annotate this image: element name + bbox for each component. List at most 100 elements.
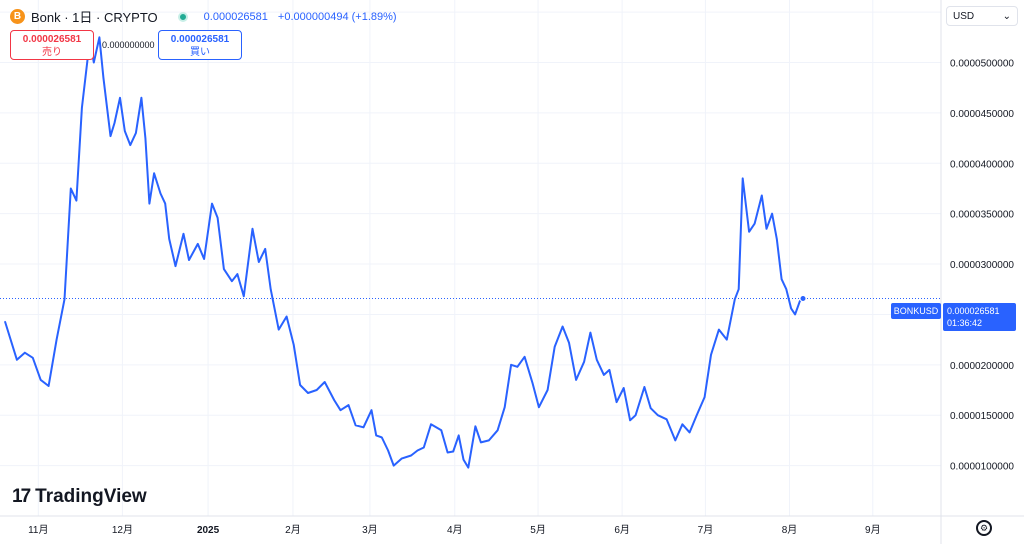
data-point <box>70 187 72 190</box>
data-point <box>197 243 199 245</box>
data-point <box>264 248 266 250</box>
price-label-countdown: 01:36:42 <box>947 318 983 328</box>
data-point <box>416 449 419 452</box>
data-point <box>370 409 373 411</box>
data-point <box>63 298 66 300</box>
x-tick-label: 8月 <box>782 524 798 536</box>
data-point <box>615 401 618 403</box>
data-point <box>710 354 712 356</box>
data-point <box>40 379 42 381</box>
tradingview-logo[interactable]: 17 TradingView <box>12 486 147 508</box>
symbol-header: B Bonk · 1日 · CRYPTO 0.000026581 +0.0000… <box>10 7 397 26</box>
x-tick-label: 5月 <box>530 524 546 536</box>
sell-button[interactable]: 0.000026581 売り <box>10 30 94 60</box>
data-point <box>182 233 185 235</box>
y-tick-label: 0.0000300000 <box>950 260 1014 271</box>
data-point <box>497 429 499 431</box>
data-point <box>333 399 335 401</box>
sell-price: 0.000026581 <box>22 34 82 45</box>
data-point <box>339 409 342 411</box>
data-point <box>135 132 137 134</box>
data-point <box>688 431 691 433</box>
data-point <box>16 359 18 361</box>
data-point <box>458 434 460 436</box>
data-point <box>523 356 526 358</box>
data-point <box>148 202 150 205</box>
y-tick-label: 0.0000150000 <box>950 411 1014 422</box>
data-point <box>24 352 26 354</box>
currency-select[interactable]: USD ⌄ <box>946 6 1018 26</box>
x-tick-label: 11月 <box>28 524 48 536</box>
data-point <box>113 122 116 124</box>
data-point <box>754 223 756 225</box>
y-tick-label: 0.0000500000 <box>950 58 1014 69</box>
bonk-coin-icon: B <box>10 9 25 24</box>
data-point <box>474 425 476 427</box>
data-point <box>794 313 796 316</box>
last-point-marker <box>799 295 807 303</box>
data-point <box>546 389 549 391</box>
tradingview-logo-icon: 17 <box>12 486 31 507</box>
settings-icon[interactable]: ⚙ <box>976 520 992 536</box>
x-tick-label: 2月 <box>285 524 301 536</box>
symbol-title[interactable]: Bonk · 1日 · CRYPTO <box>31 10 158 25</box>
buy-button[interactable]: 0.000026581 買い <box>158 30 242 60</box>
data-point <box>629 419 631 421</box>
data-point <box>674 439 676 442</box>
data-point <box>236 273 239 275</box>
x-tick-label: 2025 <box>197 525 220 536</box>
series-layer <box>0 36 941 469</box>
data-point <box>102 77 104 79</box>
currency-label: USD <box>953 11 975 22</box>
data-point <box>174 265 177 267</box>
x-tick-label: 12月 <box>112 524 133 536</box>
y-tick-label: 0.0000450000 <box>950 109 1014 120</box>
data-point <box>203 258 205 260</box>
data-point <box>144 137 147 139</box>
data-point <box>299 384 301 386</box>
data-point <box>681 423 684 425</box>
data-point <box>347 404 350 406</box>
data-point <box>538 406 540 408</box>
data-point <box>765 228 768 230</box>
data-point <box>608 369 611 371</box>
data-point <box>307 392 309 394</box>
data-point <box>153 172 155 174</box>
y-tick-label: 0.0000400000 <box>950 159 1014 170</box>
price-label-price: 0.000026581 <box>947 306 1000 316</box>
data-point <box>48 385 50 387</box>
data-point <box>362 426 365 428</box>
data-point <box>401 457 403 460</box>
price-change: +0.000000494 (+1.89%) <box>277 10 397 23</box>
data-point <box>98 36 100 38</box>
x-tick-label: 3月 <box>362 524 378 536</box>
data-point <box>211 202 213 205</box>
data-point <box>375 434 377 436</box>
data-point <box>393 465 395 467</box>
y-tick-label: 0.0000200000 <box>950 361 1014 372</box>
series-line <box>4 36 804 469</box>
data-point <box>324 381 326 383</box>
data-point <box>124 130 126 132</box>
x-tick-label: 6月 <box>614 524 630 536</box>
data-point <box>55 339 58 341</box>
data-point <box>799 300 801 302</box>
x-tick-label: 9月 <box>865 524 881 536</box>
data-point <box>480 441 482 444</box>
data-point <box>510 364 512 366</box>
data-point <box>251 228 254 230</box>
data-point <box>596 359 598 361</box>
data-point <box>742 177 744 179</box>
sell-label: 売り <box>42 47 62 58</box>
data-point <box>635 414 637 416</box>
data-point <box>188 259 190 261</box>
data-point <box>650 407 652 409</box>
data-point <box>771 213 773 215</box>
data-point <box>286 315 288 318</box>
data-point <box>583 361 585 363</box>
data-point <box>216 217 219 219</box>
market-open-icon <box>177 11 188 22</box>
data-point <box>696 414 698 416</box>
